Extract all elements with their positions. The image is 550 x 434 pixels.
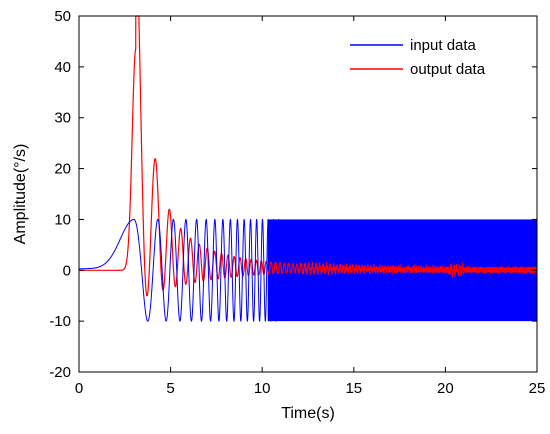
x-tick-label: 20	[437, 380, 454, 397]
y-tick-label: -20	[49, 364, 71, 381]
x-tick-label: 0	[75, 380, 83, 397]
y-tick-label: 30	[54, 110, 71, 127]
x-axis-label: Time(s)	[281, 405, 335, 422]
input-data-line	[79, 218, 282, 322]
x-tick-label: 15	[345, 380, 362, 397]
output-data-line-late	[267, 260, 538, 278]
y-tick-label: 50	[54, 8, 71, 25]
x-tick-label: 25	[529, 380, 546, 397]
y-tick-label: -10	[49, 313, 71, 330]
legend: input data output data	[350, 37, 486, 78]
plot-frame	[78, 15, 538, 373]
y-tick-label: 10	[54, 211, 71, 228]
y-tick-label: 20	[54, 161, 71, 178]
legend-label-0: input data	[410, 37, 477, 54]
y-axis-label: Amplitude(°/s)	[12, 144, 29, 245]
input-data-series	[79, 218, 538, 322]
y-tick-label: 40	[54, 59, 71, 76]
x-tick-label: 10	[254, 380, 271, 397]
x-tick-label: 5	[166, 380, 174, 397]
legend-label-1: output data	[410, 61, 486, 78]
axes: 0 5 10 15 20 25 -20 -10 0 10 20 30 40 50	[49, 8, 545, 397]
y-tick-label: 0	[63, 262, 71, 279]
